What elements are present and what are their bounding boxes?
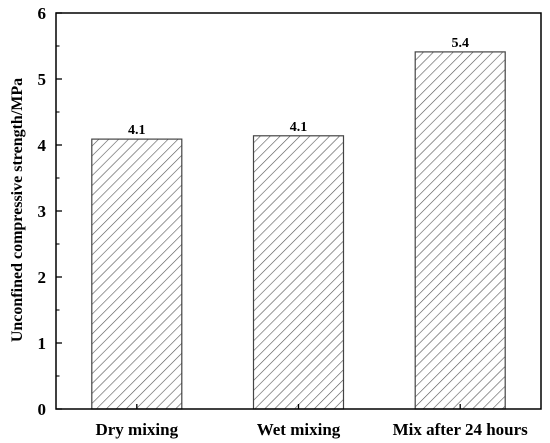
y-tick-label-4: 4 bbox=[38, 136, 47, 155]
y-axis-title: Unconfined compressive strength/MPa bbox=[9, 78, 26, 342]
x-tick-label-1: Dry mixing bbox=[95, 420, 178, 439]
data-label-1: 4.1 bbox=[128, 123, 146, 138]
x-tick-label-3: Mix after 24 hours bbox=[393, 420, 529, 439]
y-tick-label-3: 3 bbox=[38, 202, 47, 221]
y-tick-label-0: 0 bbox=[38, 400, 47, 419]
y-tick-label-2: 2 bbox=[38, 268, 47, 287]
bar-2 bbox=[252, 135, 345, 410]
y-tick-label-5: 5 bbox=[38, 70, 47, 89]
bar-3 bbox=[414, 51, 506, 410]
y-tick-label-6: 6 bbox=[38, 4, 47, 23]
data-label-2: 4.1 bbox=[290, 120, 308, 135]
x-tick-label-2: Wet mixing bbox=[257, 420, 341, 439]
y-tick-label-1: 1 bbox=[38, 334, 47, 353]
data-label-3: 5.4 bbox=[451, 36, 469, 51]
bar-1 bbox=[91, 138, 183, 410]
